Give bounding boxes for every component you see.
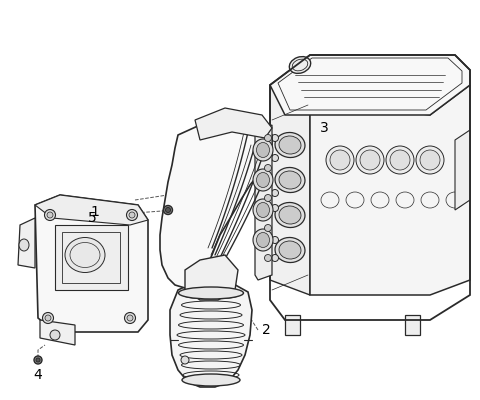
Text: 5: 5	[88, 211, 96, 225]
Ellipse shape	[279, 241, 301, 259]
Ellipse shape	[45, 315, 51, 321]
Ellipse shape	[386, 146, 414, 174]
Ellipse shape	[264, 194, 272, 202]
Ellipse shape	[279, 206, 301, 224]
Polygon shape	[185, 255, 238, 300]
Ellipse shape	[127, 210, 137, 220]
Polygon shape	[18, 218, 35, 268]
Ellipse shape	[253, 139, 273, 161]
Ellipse shape	[390, 150, 410, 170]
Ellipse shape	[166, 208, 170, 212]
Ellipse shape	[275, 168, 305, 192]
Ellipse shape	[272, 190, 278, 196]
Polygon shape	[455, 130, 470, 210]
Ellipse shape	[289, 56, 311, 74]
Polygon shape	[35, 195, 148, 332]
Ellipse shape	[181, 356, 189, 364]
Ellipse shape	[256, 202, 269, 218]
Ellipse shape	[45, 210, 56, 220]
Ellipse shape	[65, 238, 105, 272]
Ellipse shape	[416, 146, 444, 174]
Ellipse shape	[330, 150, 350, 170]
Ellipse shape	[127, 315, 133, 321]
Ellipse shape	[272, 254, 278, 262]
Polygon shape	[255, 125, 272, 280]
Ellipse shape	[264, 134, 272, 142]
Ellipse shape	[264, 164, 272, 172]
Text: 4: 4	[34, 368, 42, 382]
Ellipse shape	[256, 172, 269, 188]
Ellipse shape	[179, 287, 243, 299]
Ellipse shape	[182, 374, 240, 386]
Polygon shape	[40, 320, 75, 345]
Ellipse shape	[356, 146, 384, 174]
Ellipse shape	[326, 146, 354, 174]
Ellipse shape	[275, 238, 305, 262]
Text: 2: 2	[262, 323, 271, 337]
Ellipse shape	[50, 330, 60, 340]
Ellipse shape	[279, 171, 301, 189]
Polygon shape	[285, 315, 300, 335]
Polygon shape	[55, 225, 128, 290]
Ellipse shape	[256, 232, 269, 248]
Ellipse shape	[275, 202, 305, 228]
Ellipse shape	[34, 356, 42, 364]
Ellipse shape	[420, 150, 440, 170]
Ellipse shape	[19, 239, 29, 251]
Ellipse shape	[272, 204, 278, 212]
Ellipse shape	[272, 236, 278, 244]
Ellipse shape	[36, 358, 40, 362]
Ellipse shape	[129, 212, 135, 218]
Ellipse shape	[275, 132, 305, 158]
Polygon shape	[160, 115, 272, 288]
Ellipse shape	[360, 150, 380, 170]
Text: 3: 3	[320, 121, 329, 135]
Polygon shape	[310, 85, 470, 295]
Text: 1: 1	[91, 205, 99, 219]
Ellipse shape	[253, 169, 273, 191]
Polygon shape	[195, 108, 272, 140]
Ellipse shape	[264, 224, 272, 232]
Ellipse shape	[272, 154, 278, 162]
Ellipse shape	[124, 312, 135, 324]
Polygon shape	[270, 85, 310, 295]
Polygon shape	[405, 315, 420, 335]
Polygon shape	[170, 282, 252, 387]
Ellipse shape	[279, 136, 301, 154]
Ellipse shape	[264, 254, 272, 262]
Polygon shape	[35, 195, 148, 225]
Ellipse shape	[164, 206, 172, 214]
Ellipse shape	[43, 312, 53, 324]
Ellipse shape	[253, 199, 273, 221]
Ellipse shape	[256, 142, 269, 158]
Ellipse shape	[47, 212, 53, 218]
Ellipse shape	[253, 229, 273, 251]
Polygon shape	[270, 55, 470, 115]
Ellipse shape	[272, 134, 278, 142]
